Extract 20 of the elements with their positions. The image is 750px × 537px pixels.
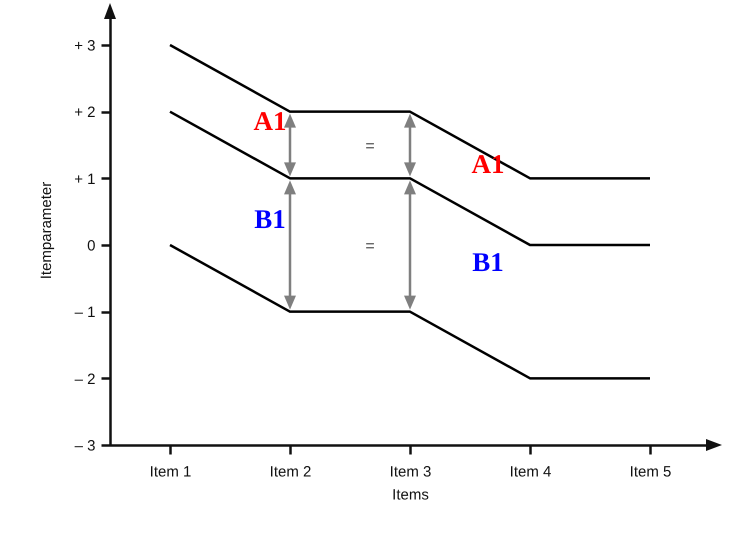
- y-tick-label: + 3: [74, 38, 96, 54]
- x-tick-label: Item 2: [270, 464, 312, 480]
- x-axis-title: Items: [392, 486, 429, 504]
- annotation: A1: [254, 106, 286, 136]
- annotation: B1: [472, 247, 504, 277]
- y-tick-label: – 3: [74, 438, 96, 454]
- y-axis-title: Itemparameter: [38, 182, 56, 280]
- y-tick-label: + 2: [74, 104, 96, 122]
- annotation: A1: [472, 149, 504, 179]
- annotation: B1: [254, 204, 286, 234]
- x-tick-label: Item 5: [630, 464, 672, 480]
- annotation: =: [365, 138, 375, 155]
- annotation: =: [365, 238, 375, 255]
- y-tick-label: – 1: [74, 304, 96, 322]
- x-tick-label: Item 3: [390, 464, 432, 480]
- x-tick-label: Item 1: [150, 464, 192, 480]
- y-tick-label: 0: [87, 238, 96, 254]
- y-tick-label: + 1: [74, 170, 96, 188]
- y-tick-label: – 2: [74, 370, 96, 388]
- x-tick-label: Item 4: [510, 464, 552, 480]
